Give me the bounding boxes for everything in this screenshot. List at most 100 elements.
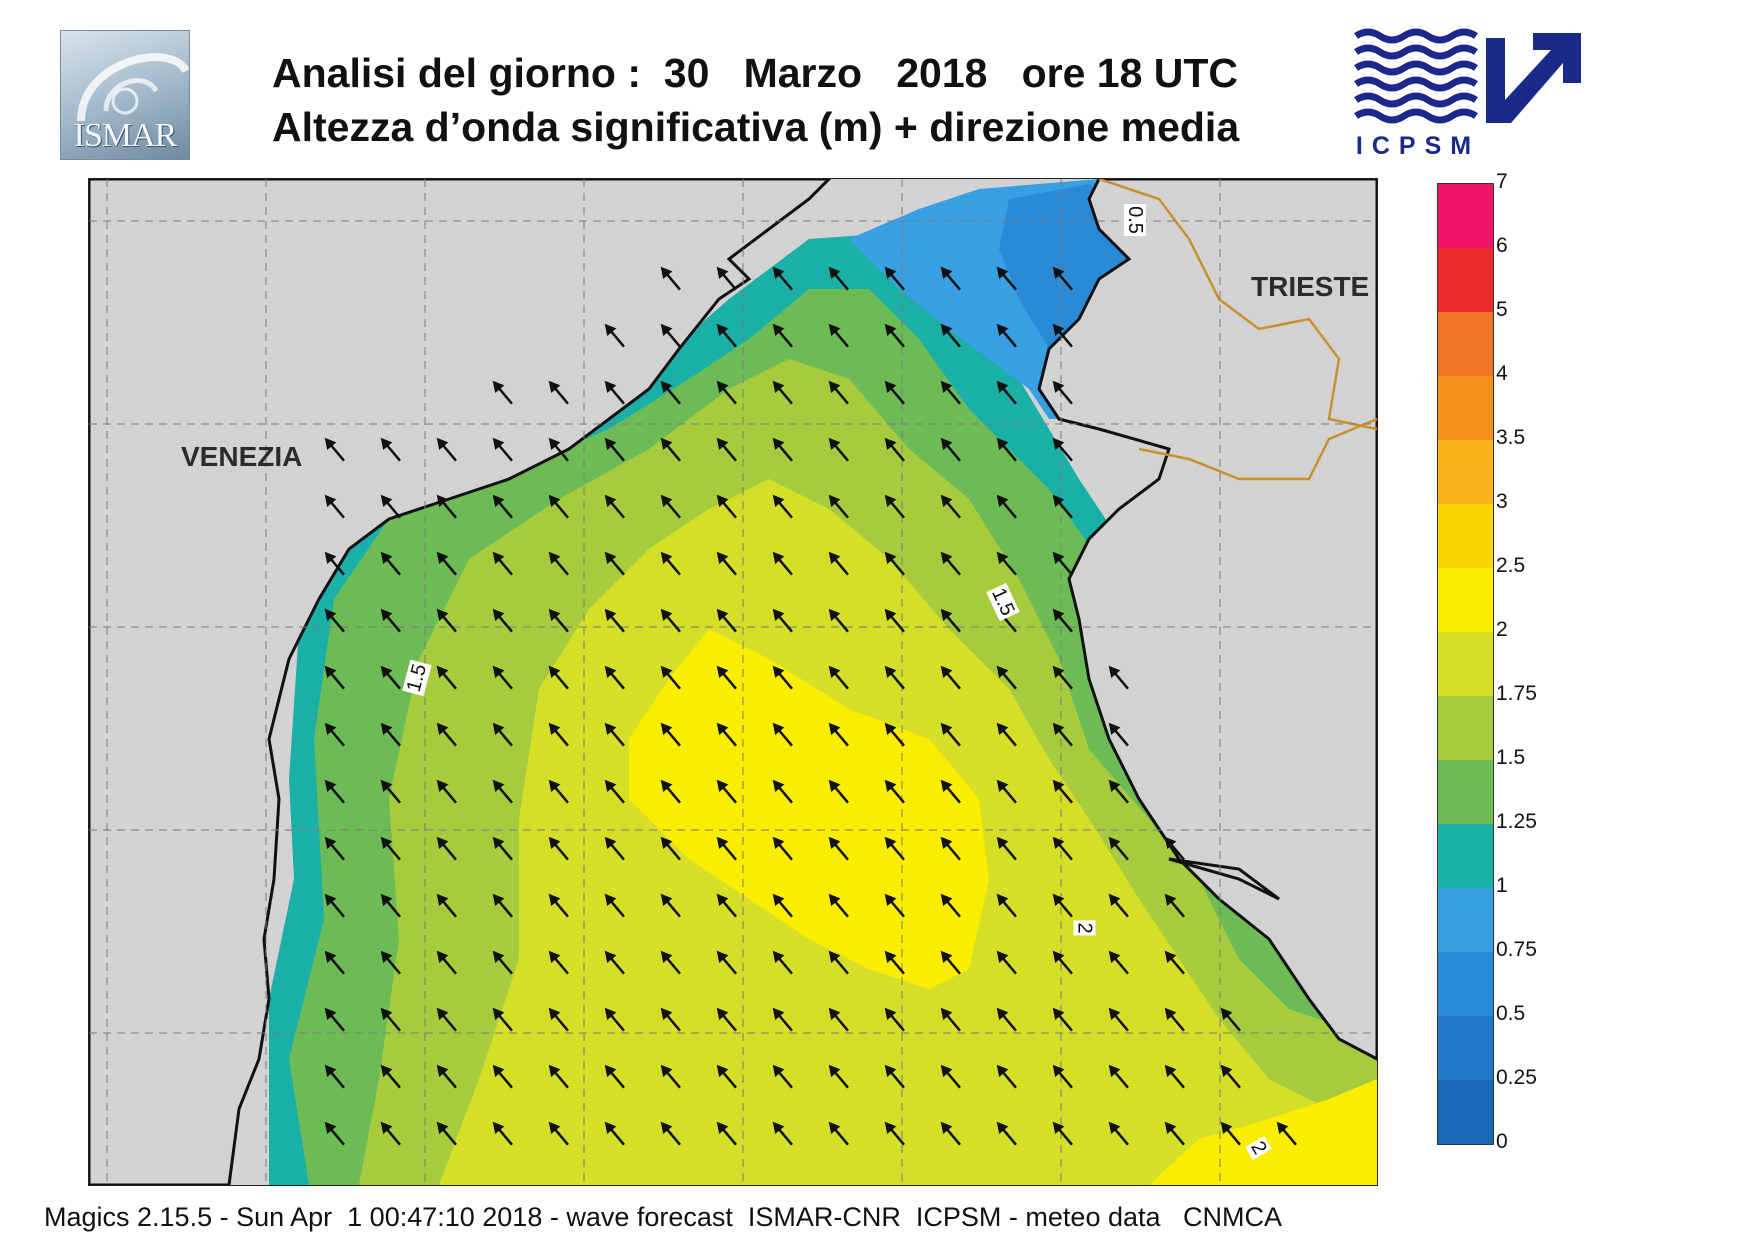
direction-arrow-icon <box>1164 893 1185 918</box>
direction-arrow-icon <box>660 893 681 918</box>
direction-arrow-icon <box>884 665 905 690</box>
legend-swatch <box>1438 504 1493 568</box>
direction-arrow-icon <box>492 494 513 519</box>
direction-arrow-icon <box>828 1007 849 1032</box>
icpsm-logo: ICPSM <box>1353 28 1583 163</box>
legend-tick-label: 1.5 <box>1496 746 1526 769</box>
icpsm-logo-text: ICPSM <box>1355 132 1481 160</box>
direction-arrow-icon <box>604 836 625 861</box>
direction-arrow-icon <box>716 1121 737 1146</box>
direction-arrow-icon <box>604 437 625 462</box>
band-2-2.5-southeast <box>1149 1079 1377 1185</box>
direction-arrow-icon <box>716 665 737 690</box>
direction-arrow-icon <box>772 551 793 576</box>
legend-swatch <box>1438 1016 1493 1080</box>
direction-arrow-icon <box>380 1007 401 1032</box>
legend-tick-label: 3.5 <box>1496 426 1526 449</box>
direction-arrow-icon <box>884 722 905 747</box>
map-canvas <box>89 179 1377 1185</box>
direction-arrow-icon <box>828 323 849 348</box>
direction-arrow-icon <box>380 950 401 975</box>
national-border-2 <box>1138 417 1377 481</box>
direction-arrow-icon <box>1276 1121 1297 1146</box>
national-border <box>1098 179 1377 431</box>
direction-arrow-icon <box>1220 1007 1241 1032</box>
direction-arrow-icon <box>1052 551 1073 576</box>
direction-arrow-icon <box>604 494 625 519</box>
direction-arrow-icon <box>660 950 681 975</box>
direction-arrow-icon <box>1108 722 1129 747</box>
direction-arrow-icon <box>884 323 905 348</box>
direction-arrow-icon <box>660 494 681 519</box>
direction-arrow-icon <box>828 950 849 975</box>
ismar-logo-text: ISMAR <box>73 117 178 154</box>
direction-arrow-icon <box>716 323 737 348</box>
contour-label: 0.5 <box>1123 204 1146 236</box>
direction-arrow-icon <box>436 494 457 519</box>
direction-arrow-icon <box>1164 1007 1185 1032</box>
direction-arrow-icon <box>660 323 681 348</box>
direction-arrow-icon <box>940 608 961 633</box>
direction-arrow-icon <box>716 1007 737 1032</box>
direction-arrow-icon <box>772 437 793 462</box>
direction-arrow-icon <box>492 437 513 462</box>
icpsm-waves-arrow-icon <box>1354 28 1581 124</box>
direction-arrow-icon <box>1052 266 1073 291</box>
direction-arrow-icon <box>772 665 793 690</box>
direction-arrow-icon <box>660 266 681 291</box>
direction-arrow-icon <box>996 1064 1017 1089</box>
direction-arrow-icon <box>884 551 905 576</box>
direction-arrow-icon <box>772 836 793 861</box>
direction-arrow-icon <box>380 722 401 747</box>
direction-arrow-icon <box>436 1064 457 1089</box>
direction-arrow-icon <box>884 950 905 975</box>
direction-arrow-icon <box>548 836 569 861</box>
direction-arrow-icon <box>940 893 961 918</box>
direction-arrow-icon <box>828 266 849 291</box>
direction-arrow-icon <box>660 608 681 633</box>
direction-arrow-icon <box>660 1121 681 1146</box>
direction-arrow-icon <box>548 893 569 918</box>
direction-arrow-icon <box>940 665 961 690</box>
direction-arrow-icon <box>828 380 849 405</box>
direction-arrow-icon <box>492 836 513 861</box>
direction-arrow-icon <box>828 1121 849 1146</box>
direction-arrow-icon <box>324 665 345 690</box>
direction-arrow-icon <box>604 722 625 747</box>
direction-arrow-icon <box>324 1121 345 1146</box>
direction-arrow-icon <box>604 323 625 348</box>
direction-arrow-icon <box>772 893 793 918</box>
direction-arrow-icon <box>716 836 737 861</box>
direction-arrow-icon <box>380 608 401 633</box>
direction-arrow-icon <box>940 494 961 519</box>
direction-arrow-icon <box>604 779 625 804</box>
direction-arrow-icon <box>716 950 737 975</box>
direction-arrow-icon <box>324 1007 345 1032</box>
direction-arrow-icon <box>548 1121 569 1146</box>
direction-arrow-icon <box>380 1121 401 1146</box>
legend-tick-label: 3 <box>1496 490 1508 513</box>
direction-arrow-icon <box>716 608 737 633</box>
direction-arrow-icon <box>1108 836 1129 861</box>
direction-arrow-icon <box>492 893 513 918</box>
direction-arrow-icon <box>380 1064 401 1089</box>
direction-arrow-icon <box>492 950 513 975</box>
direction-arrow-icon <box>1220 1121 1241 1146</box>
direction-arrow-icon <box>548 608 569 633</box>
direction-arrow-icon <box>660 1007 681 1032</box>
direction-arrow-icon <box>1052 722 1073 747</box>
direction-arrow-icon <box>380 551 401 576</box>
direction-arrow-icon <box>660 437 681 462</box>
direction-arrow-icon <box>772 494 793 519</box>
legend-tick-label: 0.75 <box>1496 938 1537 961</box>
direction-arrow-icon <box>548 665 569 690</box>
legend-tick-label: 0.5 <box>1496 1002 1526 1025</box>
direction-arrow-icon <box>716 494 737 519</box>
direction-arrow-icon <box>436 1121 457 1146</box>
legend-tick-label: 0 <box>1496 1130 1508 1153</box>
direction-arrow-icon <box>1052 323 1073 348</box>
direction-arrow-icon <box>604 1007 625 1032</box>
direction-arrow-icon <box>1108 779 1129 804</box>
direction-arrow-icon <box>492 1121 513 1146</box>
legend-tick-label: 7 <box>1496 170 1508 193</box>
